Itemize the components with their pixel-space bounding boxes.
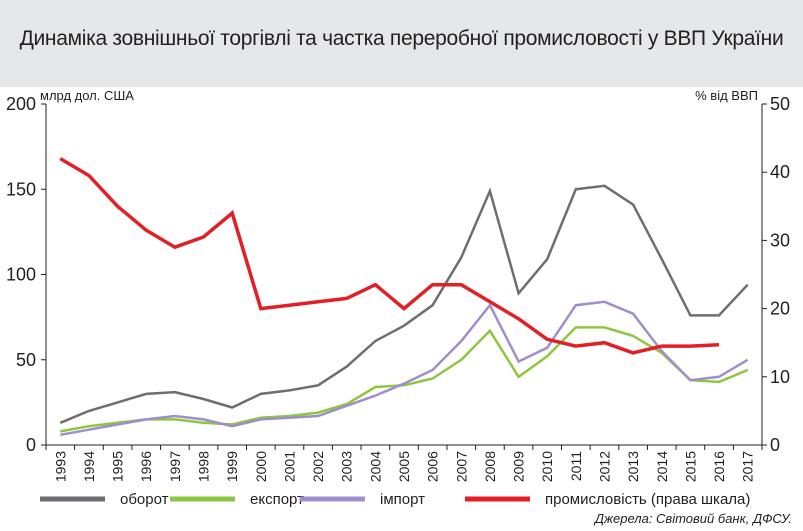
x-tick-label: 2015 bbox=[682, 451, 698, 482]
x-tick-label: 1997 bbox=[167, 451, 183, 482]
legend-label: експорт bbox=[250, 491, 304, 508]
x-tick-label: 2000 bbox=[253, 451, 269, 482]
line-chart: млрд дол. США % від ВВП 0 50 100 150 200 0 10… bbox=[6, 88, 792, 526]
x-tick-label: 2013 bbox=[625, 451, 641, 482]
x-tick-label: 2016 bbox=[711, 451, 727, 482]
right-tick-label: 10 bbox=[770, 367, 790, 387]
chart-title: Динаміка зовнішньої торгівлі та частка п… bbox=[19, 27, 784, 50]
x-tick-label: 1995 bbox=[110, 451, 126, 482]
right-tick-label: 30 bbox=[770, 230, 790, 250]
right-tick-label: 40 bbox=[770, 162, 790, 182]
right-axis-ticks: 0 10 20 30 40 50 bbox=[762, 94, 790, 455]
right-axis-unit: % від ВВП bbox=[695, 88, 758, 103]
x-tick-label: 2003 bbox=[339, 451, 355, 482]
x-tick-label: 2009 bbox=[511, 451, 527, 482]
series-line-3 bbox=[59, 157, 720, 355]
x-tick-label: 1999 bbox=[224, 451, 240, 482]
x-tick-label: 1998 bbox=[196, 451, 212, 482]
left-tick-label: 200 bbox=[6, 94, 36, 114]
x-tick-label: 2004 bbox=[367, 451, 383, 482]
legend-label: промисловість (права шкала) bbox=[545, 491, 750, 508]
x-tick-label: 2006 bbox=[425, 451, 441, 482]
x-tick-label: 2011 bbox=[568, 451, 584, 481]
x-tick-label: 1993 bbox=[52, 451, 68, 482]
left-axis-unit: млрд дол. США bbox=[40, 88, 134, 103]
x-tick-label: 2014 bbox=[654, 451, 670, 482]
left-tick-label: 150 bbox=[6, 179, 36, 199]
legend-label: імпорт bbox=[380, 491, 425, 508]
right-tick-label: 20 bbox=[770, 299, 790, 319]
left-tick-label: 50 bbox=[16, 350, 36, 370]
left-axis-ticks: 0 50 100 150 200 bbox=[6, 94, 46, 455]
left-tick-label: 100 bbox=[6, 265, 36, 285]
x-tick-label: 1994 bbox=[81, 451, 97, 482]
x-tick-label: 2002 bbox=[310, 451, 326, 482]
x-tick-label: 2007 bbox=[453, 451, 469, 482]
x-tick-label: 2008 bbox=[482, 451, 498, 482]
series-line-2 bbox=[60, 300, 749, 437]
title-bar bbox=[0, 0, 803, 87]
series-line-1 bbox=[60, 326, 749, 433]
legend-label: оборот bbox=[120, 491, 169, 508]
x-tick-label: 2010 bbox=[539, 451, 555, 482]
right-tick-label: 50 bbox=[770, 94, 790, 114]
series-line-0 bbox=[59, 184, 749, 424]
x-tick-label: 2017 bbox=[740, 451, 756, 482]
x-tick-label: 2012 bbox=[596, 451, 612, 482]
x-tick-label: 1996 bbox=[138, 451, 154, 482]
series-lines bbox=[59, 157, 749, 437]
x-tick-label: 2005 bbox=[396, 451, 412, 482]
x-axis-ticks: 1993 1994 1995 1996 1997 1998 1999 2000 2001 2002… bbox=[45, 445, 763, 482]
source-note: Джерела: Світовий банк, ДФСУ. bbox=[593, 511, 792, 526]
legend: оборот експорт імпорт промисловість (права … bbox=[40, 491, 750, 508]
left-tick-label: 0 bbox=[26, 435, 36, 455]
right-tick-label: 0 bbox=[770, 435, 780, 455]
x-tick-label: 2001 bbox=[281, 451, 297, 482]
